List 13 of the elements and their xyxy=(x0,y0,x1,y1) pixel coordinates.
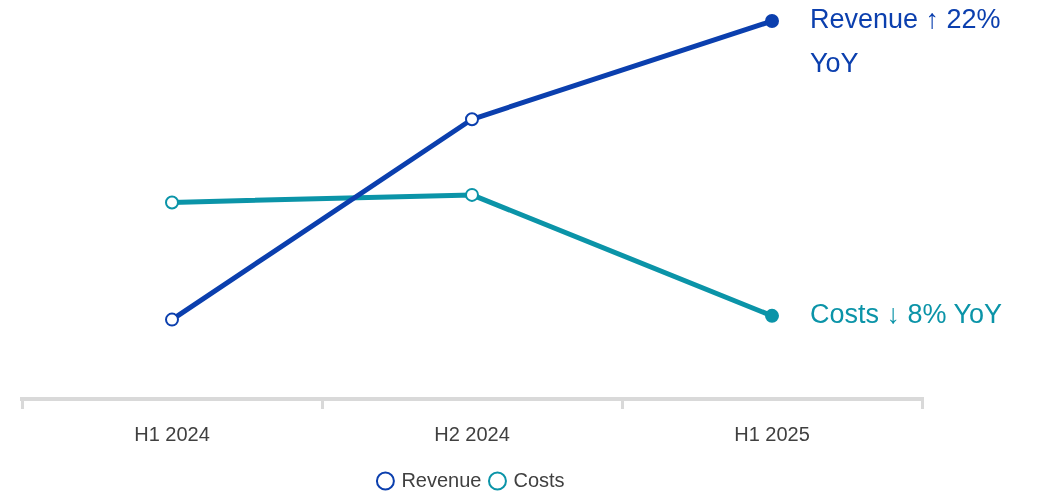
point xyxy=(765,308,779,323)
point xyxy=(465,187,479,202)
legend-label: Costs xyxy=(513,468,565,491)
x-tick-label: H1 2025 xyxy=(734,422,810,445)
point xyxy=(165,312,179,327)
annotation: Costs ↓ 8% YoY xyxy=(810,299,1003,330)
x-tick-label: H2 2024 xyxy=(434,422,510,445)
legend-label: Revenue xyxy=(401,468,482,491)
point xyxy=(165,195,179,210)
annotation: Revenue ↑ 22% YoY xyxy=(810,4,1001,79)
point xyxy=(465,112,479,127)
point xyxy=(765,14,779,28)
x-tick-label: H1 2024 xyxy=(134,422,210,445)
